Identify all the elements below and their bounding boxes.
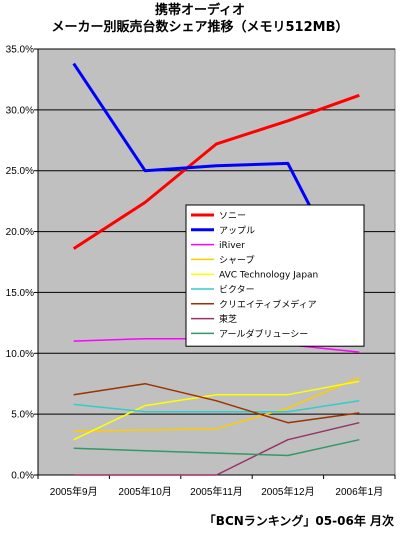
legend-label: アールダブリューシー: [219, 328, 308, 340]
y-tick-label: 30.0%: [6, 105, 34, 116]
series-line: [73, 376, 360, 432]
y-tick-label: 35.0%: [6, 45, 34, 56]
x-tick-label: 2005年10月: [118, 485, 171, 498]
series-line: [73, 438, 360, 457]
y-tick-label: 15.0%: [6, 288, 34, 299]
series-line: [72, 93, 360, 250]
x-tick-label: 2005年9月: [50, 485, 98, 498]
legend-label: ソニー: [219, 212, 246, 222]
legend-label: AVC Technology Japan: [219, 271, 318, 281]
series-line: [73, 400, 360, 413]
legend: [185, 204, 365, 347]
series-line: [73, 380, 360, 441]
legend-label: 東芝: [219, 313, 237, 325]
legend-label: アップル: [219, 225, 255, 236]
chart-title: 携帯オーディオ メーカー別販売台数シェア推移（メモリ512MB）: [0, 2, 400, 36]
series-line: [73, 382, 360, 424]
y-tick-label: 20.0%: [6, 227, 34, 238]
x-tick-label: 2005年11月: [190, 485, 243, 498]
legend-label: シャープ: [219, 255, 254, 266]
y-tick-label: 5.0%: [11, 410, 34, 421]
x-tick-label: 2005年12月: [261, 485, 314, 498]
x-tick-label: 2006年1月: [335, 485, 383, 498]
y-tick-label: 10.0%: [6, 349, 34, 360]
chart-title-line1: 携帯オーディオ: [154, 3, 246, 18]
legend-label: iRiver: [219, 241, 245, 251]
legend-label: ビクター: [219, 285, 255, 296]
series-line: [73, 421, 360, 476]
chart-title-line2: メーカー別販売台数シェア推移（メモリ512MB）: [51, 20, 349, 35]
source-note: 「BCNランキング」05-06年 月次: [203, 514, 394, 528]
y-tick-label: 0.0%: [11, 471, 34, 482]
legend-label: クリエイティブメディア: [219, 298, 317, 310]
y-tick-label: 25.0%: [6, 166, 34, 177]
